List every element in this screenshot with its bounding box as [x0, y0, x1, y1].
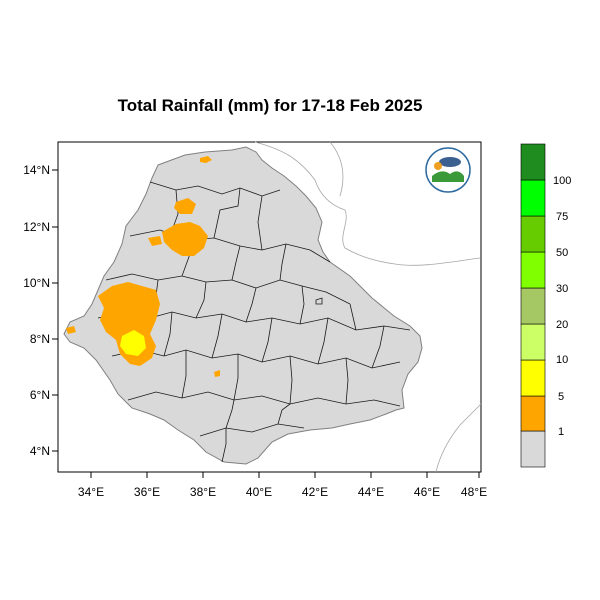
colorbar-label: 100	[553, 175, 571, 187]
colorbar-label: 10	[556, 354, 568, 366]
colorbar-label: 5	[558, 391, 564, 403]
x-tick-label: 44°E	[358, 485, 384, 499]
x-tick-labels: 34°E 36°E 38°E 40°E 42°E 44°E 46°E 48°E	[78, 485, 487, 499]
colorbar-label: 1	[558, 426, 564, 438]
x-tick-label: 42°E	[302, 485, 328, 499]
colorbar-label: 75	[556, 211, 568, 223]
y-tick-label: 10°N	[23, 276, 50, 290]
logo-hills	[432, 171, 464, 182]
ethiopia-landmass	[63, 146, 423, 465]
x-tick-label: 40°E	[246, 485, 272, 499]
colorbar-bin	[520, 287, 546, 325]
x-tick-label: 48°E	[461, 485, 487, 499]
y-tick-labels: 14°N 12°N 10°N 8°N 6°N 4°N	[23, 163, 50, 458]
y-tick-label: 8°N	[30, 332, 50, 346]
colorbar-bin	[520, 323, 546, 361]
logo-sun-icon	[434, 162, 442, 170]
colorbar-bin	[520, 430, 546, 468]
colorbar-labels: 1 5 10 20 30 50 75 100	[553, 175, 571, 438]
y-tick-label: 6°N	[30, 388, 50, 402]
y-axis	[52, 169, 58, 452]
colorbar-label: 50	[556, 247, 568, 259]
colorbar-bin	[520, 395, 546, 432]
colorbar	[520, 143, 546, 468]
colorbar-bin	[520, 143, 546, 181]
logo-cloud-icon	[439, 157, 461, 167]
map-title: Total Rainfall (mm) for 17-18 Feb 2025	[117, 96, 423, 115]
x-axis	[90, 472, 480, 478]
colorbar-bin	[520, 215, 546, 253]
colorbar-label: 30	[556, 283, 568, 295]
y-tick-label: 14°N	[23, 163, 50, 177]
x-tick-label: 36°E	[134, 485, 160, 499]
admin-boundaries	[97, 181, 411, 463]
rainfall-5-10mm	[120, 330, 146, 356]
x-tick-label: 34°E	[78, 485, 104, 499]
logo-ring	[425, 147, 471, 193]
neighbor-borders	[254, 141, 482, 473]
institute-logo	[425, 147, 471, 193]
colorbar-bin	[520, 179, 546, 217]
x-tick-label: 38°E	[190, 485, 216, 499]
colorbar-bin	[520, 359, 546, 397]
y-tick-label: 12°N	[23, 220, 50, 234]
colorbar-bin	[520, 251, 546, 289]
y-tick-label: 4°N	[30, 444, 50, 458]
colorbar-label: 20	[556, 319, 568, 331]
x-tick-label: 46°E	[414, 485, 440, 499]
